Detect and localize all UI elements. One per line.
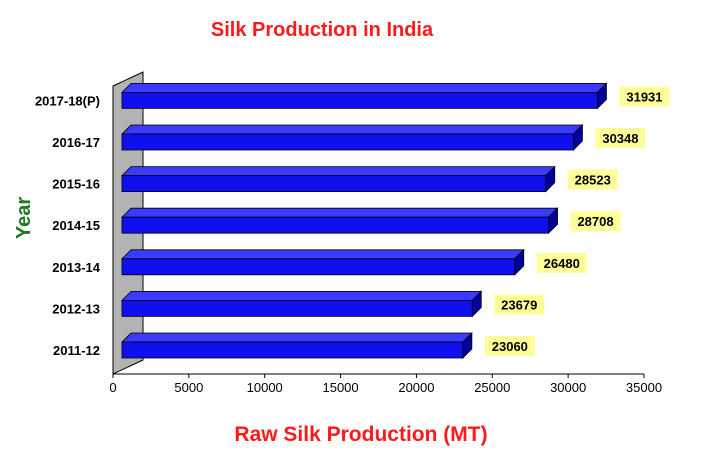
x-tick-label: 15000 xyxy=(322,380,358,395)
category-label: 2013-14 xyxy=(52,260,100,275)
data-label: 23060 xyxy=(484,336,535,356)
bar xyxy=(121,207,559,235)
data-label: 31931 xyxy=(619,86,670,107)
data-label-text: 31931 xyxy=(626,89,662,104)
y-axis-label: Year xyxy=(13,197,35,239)
data-label: 28523 xyxy=(567,169,618,190)
data-label-background xyxy=(619,86,670,107)
data-label-background xyxy=(536,252,587,273)
bar-front-face xyxy=(121,341,464,359)
data-label-text: 23060 xyxy=(492,339,528,354)
data-label-text: 30348 xyxy=(602,131,638,146)
data-label: 28708 xyxy=(570,211,621,232)
data-label-background xyxy=(595,128,646,148)
bar-front-face xyxy=(121,258,516,276)
bar xyxy=(121,124,584,151)
data-label-background xyxy=(484,336,535,356)
category-label: 2017-18(P) xyxy=(35,93,100,108)
category-labels: 2011-12 2012-13 2013-14 2014-15 2015-16 2016-… xyxy=(35,93,101,358)
data-label-text: 23679 xyxy=(501,297,537,312)
bar-top-face xyxy=(121,332,473,343)
x-tick-label: 25000 xyxy=(474,380,510,395)
x-axis: 0 5000 10000 15000 20000 25000 30000 35000 xyxy=(109,360,662,395)
x-tick-label: 0 xyxy=(109,380,116,395)
bar-top-face xyxy=(121,290,483,301)
data-label: 26480 xyxy=(536,252,587,273)
data-label-background xyxy=(567,169,618,190)
data-label-text: 28523 xyxy=(575,173,611,188)
bar xyxy=(121,332,473,359)
category-label: 2012-13 xyxy=(52,301,100,316)
category-label: 2016-17 xyxy=(52,135,100,150)
bar xyxy=(121,248,525,276)
category-label: 2014-15 xyxy=(52,218,100,233)
bars-group xyxy=(121,82,608,359)
bar-front-face xyxy=(121,216,549,234)
bar-front-face xyxy=(121,133,574,151)
bar xyxy=(121,82,608,110)
bar-top-face xyxy=(121,249,525,260)
x-tick-label: 10000 xyxy=(247,380,283,395)
category-label: 2015-16 xyxy=(52,177,100,192)
data-label-text: 28708 xyxy=(577,214,613,229)
bar xyxy=(121,165,556,193)
data-label-background xyxy=(570,211,621,232)
bar xyxy=(121,290,483,318)
bar-front-face xyxy=(121,175,547,193)
x-tick-label: 30000 xyxy=(550,380,586,395)
x-tick-label: 35000 xyxy=(626,380,662,395)
bar-top-face xyxy=(121,83,608,93)
bar-front-face xyxy=(121,299,473,317)
x-axis-label: Raw Silk Production (MT) xyxy=(234,423,487,446)
x-tick-label: 20000 xyxy=(398,380,434,395)
bar-front-face xyxy=(121,92,598,109)
data-label: 23679 xyxy=(494,294,545,315)
category-label: 2011-12 xyxy=(53,343,100,358)
bar-top-face xyxy=(121,207,559,218)
data-label-background xyxy=(494,294,545,315)
data-label: 30348 xyxy=(595,128,646,148)
data-labels: 23060 23679 26480 28708 28523 30348 31931 xyxy=(484,86,670,356)
x-tick-label: 5000 xyxy=(174,380,203,395)
bar-top-face xyxy=(121,166,556,177)
chart-title: Silk Production in India xyxy=(211,19,434,41)
bar-top-face xyxy=(121,124,584,135)
data-label-text: 26480 xyxy=(544,256,580,271)
